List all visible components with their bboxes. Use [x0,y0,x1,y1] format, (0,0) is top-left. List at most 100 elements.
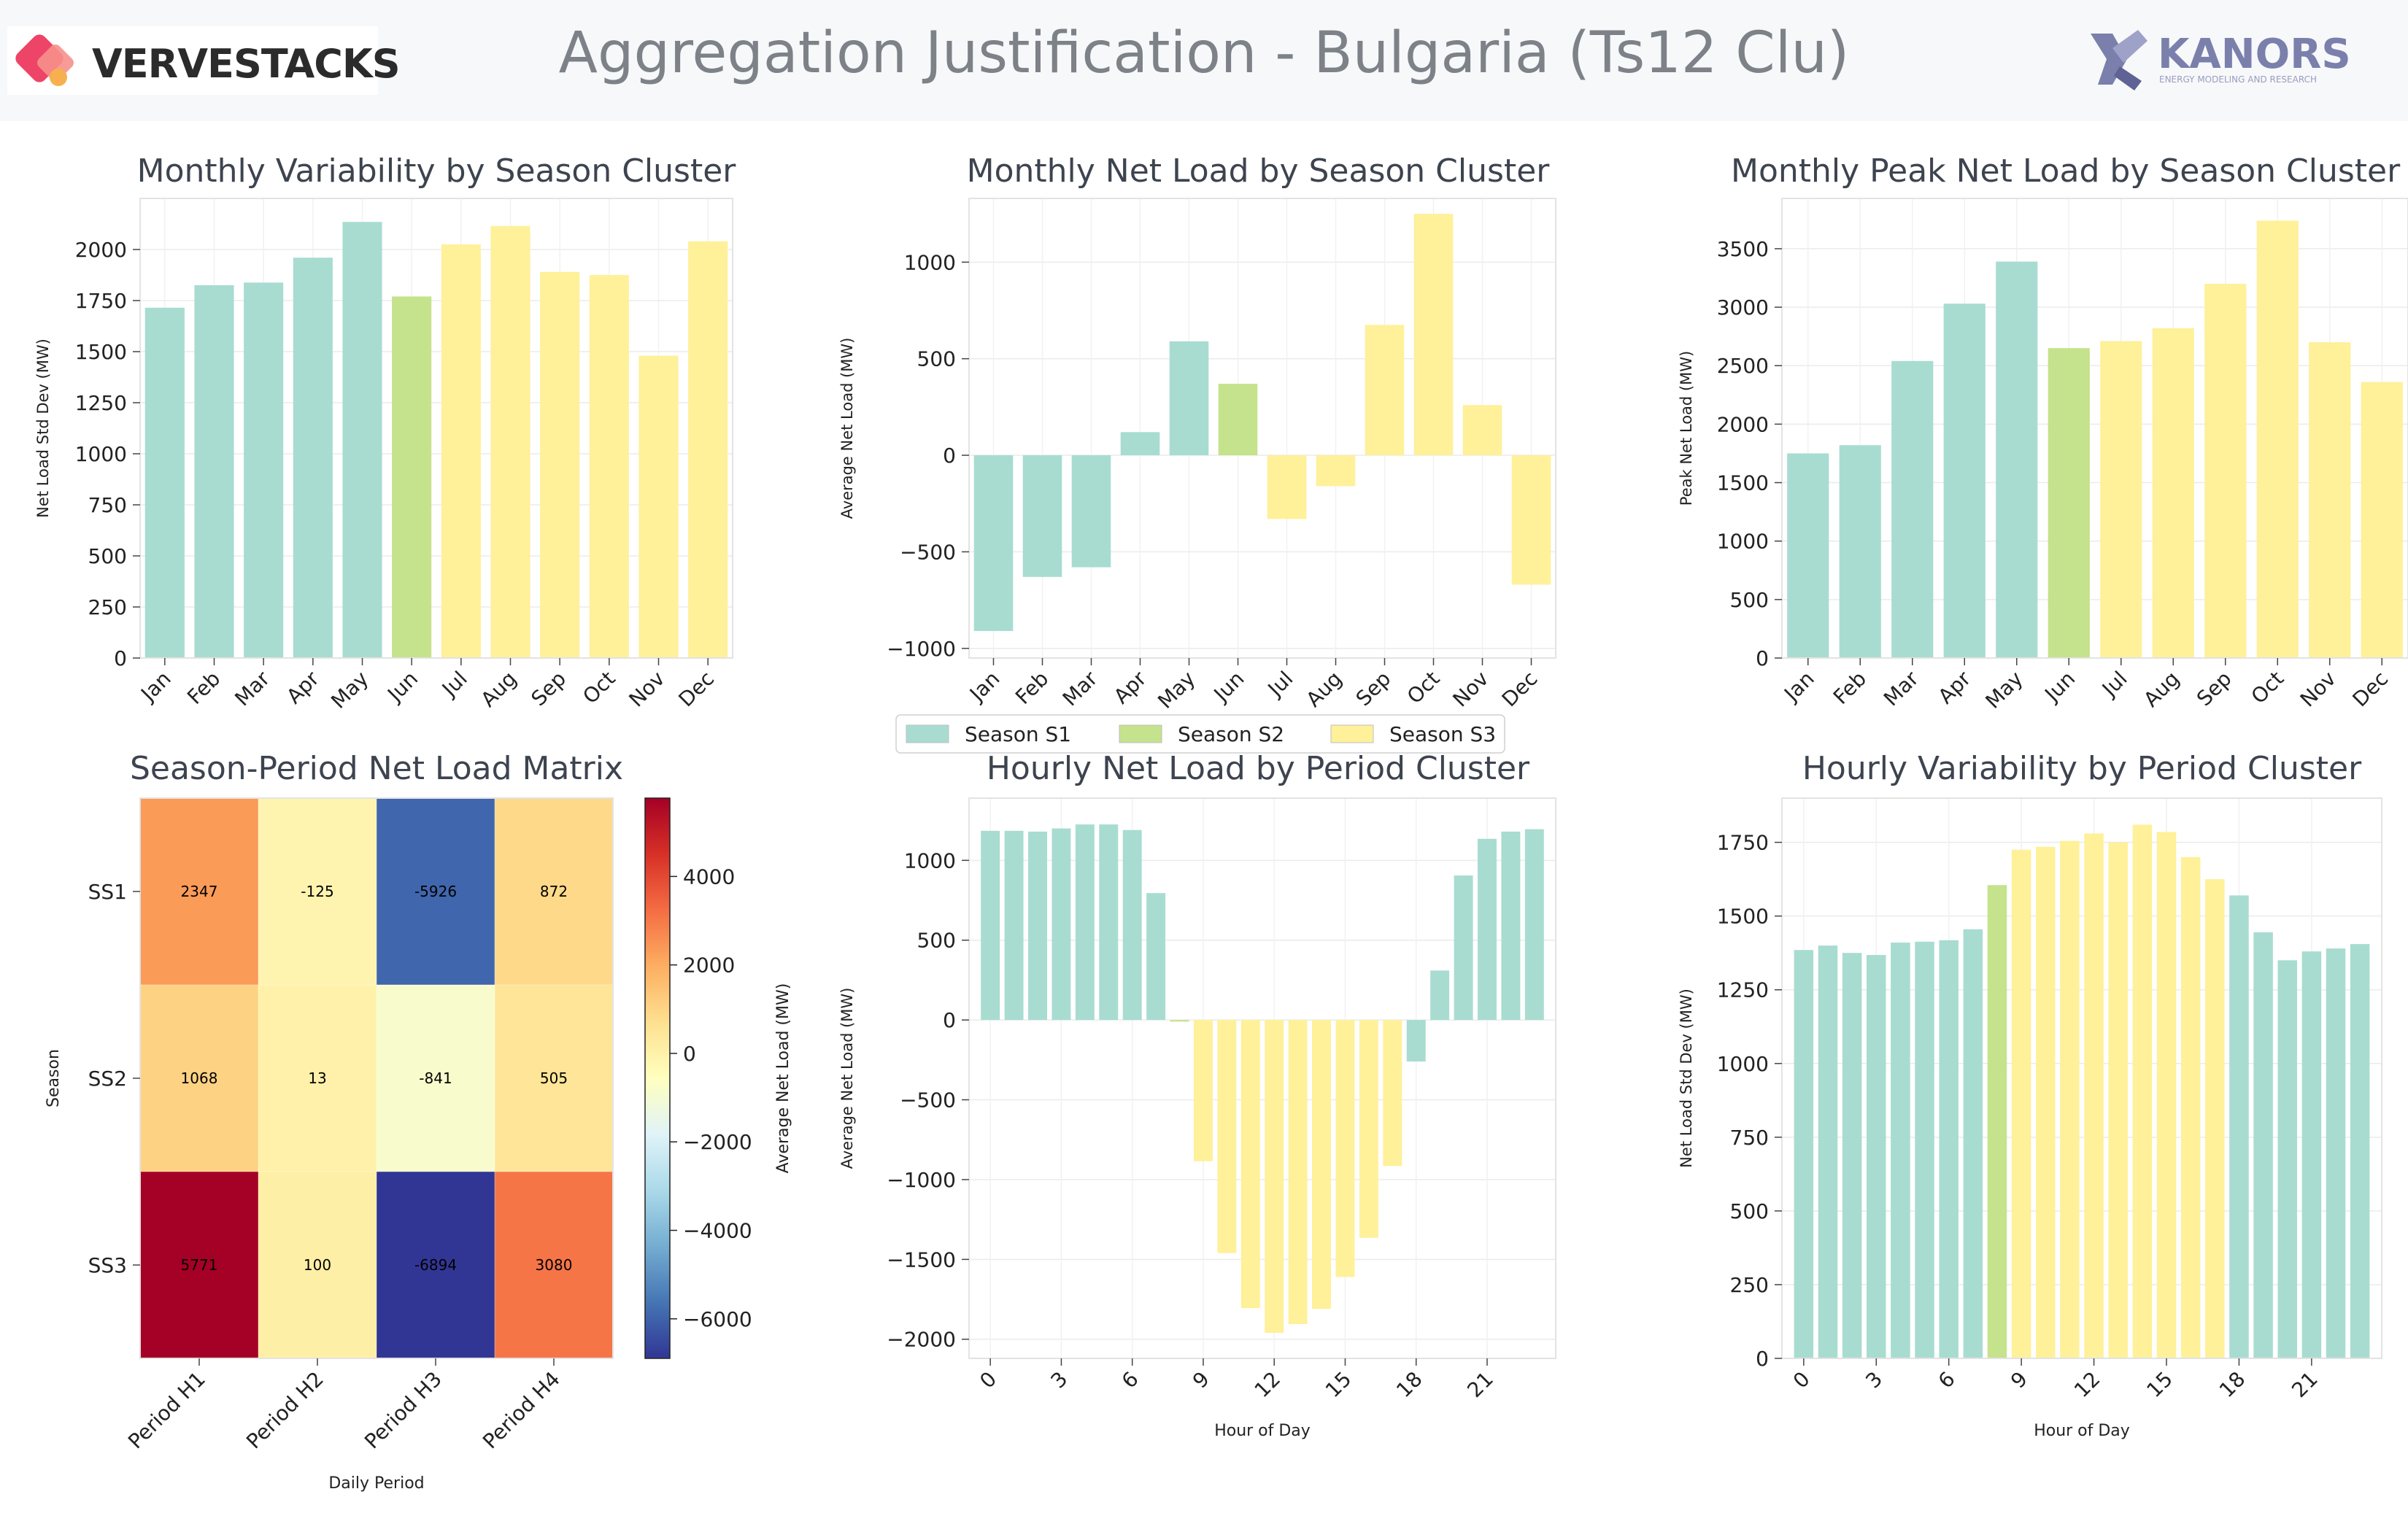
bar [2084,833,2104,1358]
x-tick-label: Nov [624,667,669,712]
x-tick-label: Jul [436,667,472,703]
vervestacks-logo: VERVESTACKS [7,26,401,95]
x-tick-label: Dec [674,667,719,712]
x-tick-label: 6 [1934,1367,1960,1393]
x-tick-label: Jun [382,667,422,708]
heatmap-cell [140,798,258,985]
vervestacks-logo-text: VERVESTACKS [92,41,401,87]
x-tick-label: Period H1 [123,1367,210,1454]
x-tick-label: 21 [2287,1367,2323,1403]
plot-frame [1781,797,2382,1359]
x-tick-label: Apr [1109,666,1151,708]
y-tick-label: −500 [900,540,956,564]
bar [1406,1020,1426,1062]
bar [1891,943,1910,1358]
y-axis-label: Net Load Std Dev (MW) [1678,989,1695,1168]
bar [1365,325,1405,456]
heatmap-cell-label: 5771 [181,1256,218,1274]
bar [2309,342,2351,658]
bar [1146,893,1166,1021]
y-tick-label: 500 [1730,1199,1769,1223]
bar [1193,1020,1213,1161]
bar [1818,945,1838,1358]
y-tick-label: 500 [1730,588,1769,612]
x-tick-label: 12 [2069,1367,2105,1403]
bar [2277,960,2297,1358]
plot-frame [968,797,1556,1359]
bar [244,282,284,658]
x-tick-label: 15 [1321,1367,1357,1403]
heatmap-cell [495,985,613,1172]
colorbar [644,797,671,1359]
heatmap-cell [377,798,495,985]
chart-season-period-matrix: 2347 -125 -5926 872 1068 13 -841 505 5771 100 -689… [45,750,792,1493]
x-tick-label: 9 [2006,1367,2032,1393]
y-tick-label: −1000 [887,637,956,661]
chart-title: Hourly Net Load by Period Cluster [987,750,1530,787]
plot-frame [968,198,1556,659]
chart-monthly_peak: 0 500 1000 1500 2000 2500 3000 3500 Jan Feb Mar Apr… [1678,152,2408,713]
bar [2361,382,2403,658]
bar [1943,303,1986,658]
colorbar-tick-label: −6000 [683,1307,752,1331]
header: VERVESTACKS Aggregation Justification - … [0,0,2408,121]
x-axis-label: Hour of Day [1214,1422,1311,1440]
y-tick-label: 750 [88,493,127,517]
bar [2205,879,2225,1358]
x-tick-label: Mar [1879,666,1923,711]
bar [1217,1020,1237,1253]
heatmap-cell [377,985,495,1172]
x-axis-label: Daily Period [328,1474,424,1493]
x-tick-label: Jun [1208,667,1249,708]
x-tick-label: Sep [1351,667,1396,711]
chart-monthly_net_load: −1000 −500 0 500 1000 Jan Feb Mar Apr May Jun Jul Au… [838,152,1556,713]
heatmap-cell-label: 3080 [536,1256,573,1274]
chart-hourly_variability: 0 250 500 750 1000 1250 1500 1750 0 3 6 9 12 15 18 21 Ho… [1678,750,2382,1440]
y-axis-label: Net Load Std Dev (MW) [34,338,52,518]
heatmap-cell [140,1172,258,1358]
x-tick-label: Nov [2296,667,2341,712]
x-tick-label: Aug [2139,667,2184,712]
colorbar-label: Average Net Load (MW) [774,983,792,1174]
heatmap-cell [377,1172,495,1358]
x-tick-label: 15 [2142,1367,2177,1403]
bar [2060,840,2080,1358]
x-tick-label: 6 [1117,1367,1143,1393]
heatmap-cell [495,798,613,985]
bar [1316,455,1356,487]
x-tick-label: Dec [1497,667,1543,712]
bar [1288,1020,1308,1324]
kanors-logo-mark-icon [2091,30,2147,90]
legend-swatch [1330,724,1374,743]
bar [1996,261,2038,658]
bar [1842,953,1862,1358]
x-tick-label: Aug [476,667,521,712]
y-axis-label: Average Net Load (MW) [838,988,856,1169]
bar [1335,1020,1355,1277]
y-tick-label: 2000 [1717,412,1769,436]
x-tick-label: May [326,667,373,713]
y-tick-label: 1000 [904,250,956,274]
y-tick-label: SS2 [88,1067,127,1091]
y-tick-label: 3000 [1717,295,1769,320]
x-tick-label: Sep [2192,667,2237,711]
heatmap-cell-label: 2347 [181,883,218,900]
bar [2326,948,2346,1358]
x-tick-label: Jul [1262,667,1298,703]
bar [1265,1020,1284,1333]
x-tick-label: 9 [1188,1367,1214,1393]
y-tick-label: 500 [917,929,956,953]
heatmap-cell-label: 872 [540,883,568,900]
x-tick-label: Period H2 [242,1367,328,1454]
y-tick-label: −2000 [887,1328,956,1352]
bar [2036,846,2056,1358]
y-tick-label: 0 [943,444,956,468]
heatmap-cell-label: 505 [540,1069,568,1087]
x-tick-label: Feb [1011,667,1053,709]
bar [2108,842,2128,1358]
bar [490,225,530,658]
bar [2132,824,2153,1358]
bar [1939,940,1959,1358]
y-tick-label: 3500 [1717,237,1769,261]
bar [1839,445,1881,658]
